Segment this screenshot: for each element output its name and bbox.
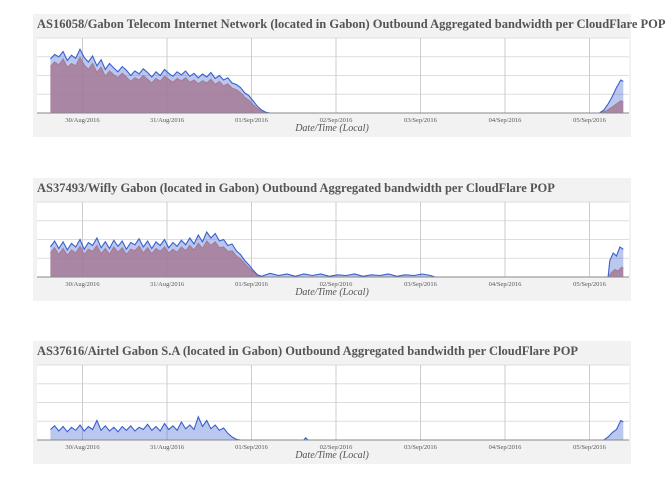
- x-tick-label: 03/Sep/2016: [404, 117, 438, 124]
- x-tick-label: 30/Aug/2016: [65, 117, 100, 124]
- x-axis-title: Date/Time (Local): [295, 123, 369, 134]
- x-tick-label: 04/Sep/2016: [489, 117, 523, 124]
- x-tick-label: 31/Aug/2016: [150, 444, 185, 451]
- x-axis-title: Date/Time (Local): [295, 287, 369, 298]
- chart-title: AS37616/Airtel Gabon S.A (located in Gab…: [37, 344, 579, 358]
- x-axis-title: Date/Time (Local): [295, 450, 369, 461]
- x-tick-label: 30/Aug/2016: [65, 444, 100, 451]
- series-area: [50, 57, 624, 113]
- x-tick-label: 04/Sep/2016: [489, 281, 523, 288]
- series-area: [50, 49, 624, 113]
- x-tick-label: 02/Sep/2016: [320, 281, 354, 288]
- x-tick-label: 30/Aug/2016: [65, 281, 100, 288]
- x-tick-label: 05/Sep/2016: [573, 444, 607, 451]
- series-area: [50, 416, 624, 440]
- x-tick-label: 31/Aug/2016: [150, 117, 185, 124]
- x-tick-label: 05/Sep/2016: [573, 281, 607, 288]
- series-line: [49, 48, 624, 114]
- x-tick-label: 01/Sep/2016: [235, 281, 269, 288]
- series-line: [49, 230, 624, 278]
- chart-panel-3: AS37616/Airtel Gabon S.A (located in Gab…: [33, 341, 631, 464]
- x-tick-label: 03/Sep/2016: [404, 281, 438, 288]
- series-line: [49, 240, 624, 278]
- x-tick-label: 03/Sep/2016: [404, 444, 438, 451]
- series-line: [49, 56, 624, 114]
- chart-svg: 30/Aug/2016 31/Aug/2016 01/Sep/2016 02/Sep/…: [37, 364, 629, 451]
- x-tick-label: 02/Sep/2016: [320, 117, 354, 124]
- chart-title: AS37493/Wifly Gabon (located in Gabon) O…: [37, 181, 555, 195]
- chart-title: AS16058/Gabon Telecom Internet Network (…: [37, 17, 666, 31]
- x-tick-label: 31/Aug/2016: [150, 281, 185, 288]
- chart-svg: 30/Aug/2016 31/Aug/2016 01/Sep/2016 02/Sep/…: [37, 201, 629, 288]
- chart-svg: 30/Aug/2016 31/Aug/2016 01/Sep/2016 02/Sep/…: [37, 37, 629, 124]
- x-tick-label: 02/Sep/2016: [320, 444, 354, 451]
- x-tick-label: 05/Sep/2016: [573, 117, 607, 124]
- x-tick-label: 01/Sep/2016: [235, 117, 269, 124]
- x-tick-label: 04/Sep/2016: [489, 444, 523, 451]
- chart-panel-1: AS16058/Gabon Telecom Internet Network (…: [33, 14, 666, 137]
- series-area: [50, 232, 624, 277]
- x-tick-label: 01/Sep/2016: [235, 444, 269, 451]
- chart-panel-2: AS37493/Wifly Gabon (located in Gabon) O…: [33, 178, 631, 301]
